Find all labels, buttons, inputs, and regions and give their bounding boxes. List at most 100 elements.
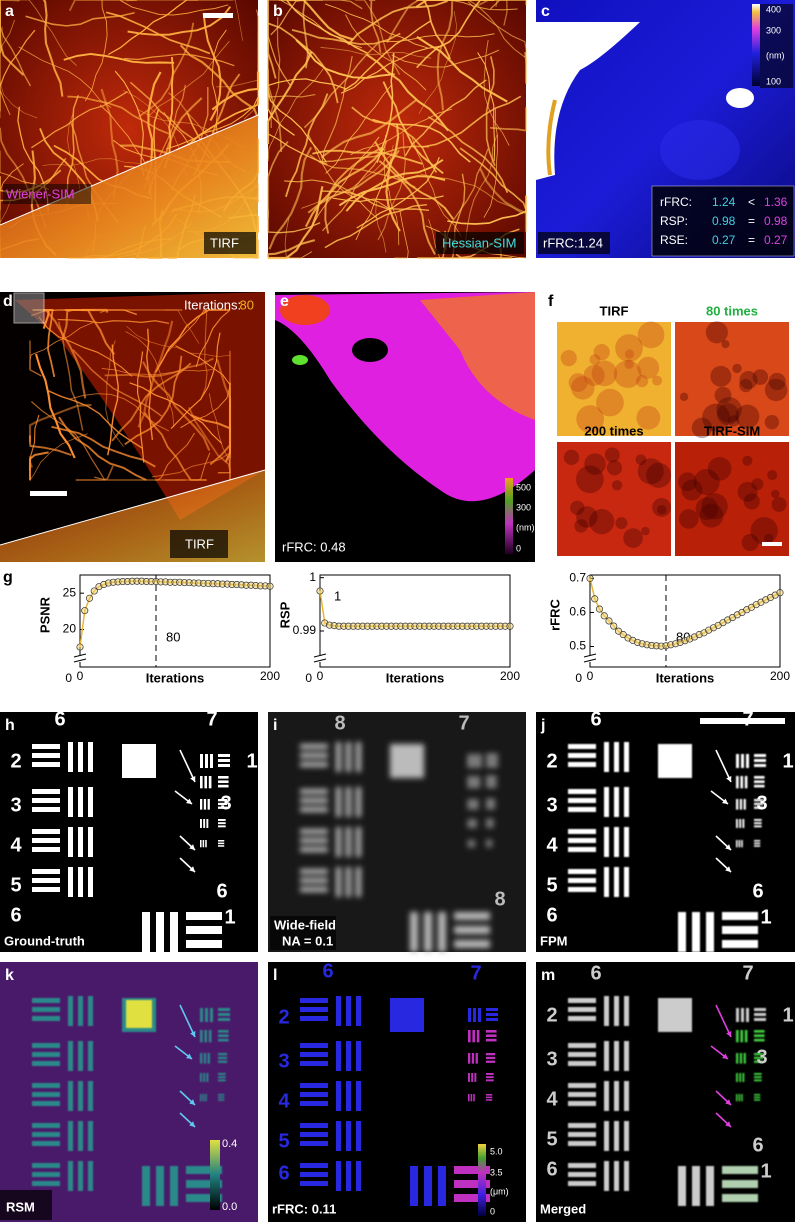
- arrow-head: [722, 798, 728, 804]
- colorbar-label: (nm): [516, 522, 535, 532]
- filament: [307, 133, 378, 220]
- target-digit: 7: [458, 712, 469, 734]
- data-point: [600, 612, 608, 620]
- blob: [726, 88, 754, 108]
- target-bar: [218, 1030, 229, 1033]
- texture: [615, 517, 628, 530]
- target-bar: [200, 1073, 202, 1082]
- tile: [557, 442, 671, 556]
- table-cell: 0.27: [764, 233, 788, 247]
- target-bar: [472, 1030, 476, 1043]
- filament: [0, 19, 15, 118]
- target-bar: [454, 1166, 490, 1174]
- filament: [321, 55, 353, 164]
- panel-label: h: [5, 717, 15, 734]
- target-bar: [614, 787, 619, 817]
- texture: [728, 415, 740, 427]
- target-bar: [205, 1008, 208, 1022]
- filament: [48, 390, 144, 450]
- filament: [0, 29, 36, 112]
- target-digit: 3: [546, 794, 557, 816]
- target-bar: [468, 776, 471, 789]
- target-bar: [486, 1034, 497, 1038]
- target-bar: [356, 1121, 361, 1151]
- target-bar: [754, 1099, 761, 1101]
- panel-label: d: [3, 293, 13, 310]
- filament: [447, 195, 527, 225]
- target-bar: [32, 1083, 60, 1088]
- text-bg: [170, 530, 228, 558]
- filament: [356, 156, 440, 229]
- target-bar: [204, 776, 208, 789]
- target-bar: [754, 842, 761, 845]
- target-digit: 1: [246, 750, 257, 772]
- y-tick-label: 0.7: [569, 571, 586, 585]
- target-digit: 4: [278, 1090, 290, 1112]
- target-bar: [692, 1166, 700, 1206]
- table-cell: =: [748, 214, 755, 228]
- target-bar: [300, 798, 328, 803]
- texture: [721, 340, 730, 349]
- filament: [376, 52, 395, 163]
- texture: [641, 526, 650, 536]
- filament: [165, 96, 259, 150]
- target-bar: [336, 1041, 341, 1071]
- target-bar: [205, 754, 208, 768]
- texture: [604, 447, 620, 463]
- filament: [449, 0, 526, 58]
- target-bar: [486, 784, 497, 788]
- target-bar: [568, 1092, 596, 1097]
- target-bar: [614, 1121, 619, 1151]
- texture: [771, 489, 780, 499]
- target: [300, 742, 498, 952]
- target-bar: [604, 996, 609, 1026]
- target-bar: [474, 819, 477, 828]
- target-bar: [471, 799, 475, 810]
- target-bar: [210, 754, 213, 768]
- target-bar: [78, 1041, 83, 1071]
- target-bar: [438, 1166, 446, 1206]
- texture: [576, 465, 604, 494]
- target-bar: [300, 1061, 328, 1066]
- target-bar: [32, 762, 60, 767]
- texture: [702, 403, 731, 432]
- table-cell: RSE:: [660, 233, 688, 247]
- filament: [411, 137, 462, 237]
- target-bar: [346, 1081, 351, 1111]
- target-bar: [88, 742, 93, 772]
- divider: [0, 114, 259, 226]
- filament: [455, 253, 513, 259]
- target-bar: [736, 1073, 738, 1082]
- target-bar: [739, 1073, 742, 1082]
- break-mark: [313, 653, 327, 658]
- target-bar: [624, 742, 629, 772]
- y-tick-label: 1: [309, 570, 316, 584]
- target-bar: [475, 799, 478, 810]
- target-bar: [754, 825, 762, 828]
- texture: [571, 376, 595, 400]
- arrow-head: [190, 776, 196, 782]
- target-bar: [202, 1094, 205, 1102]
- target-bar: [346, 867, 351, 897]
- target-bar: [568, 744, 596, 749]
- target-bar: [740, 776, 744, 789]
- texture: [771, 496, 787, 512]
- colorbar-bg: [760, 4, 793, 88]
- target-digit: 6: [10, 904, 21, 926]
- texture: [606, 460, 623, 476]
- target-bar: [754, 759, 766, 762]
- panel-label: b: [273, 3, 283, 20]
- scale-bar: [30, 491, 67, 496]
- label: rFRC:1.24: [543, 235, 603, 250]
- target-bar: [722, 926, 758, 934]
- target-bar: [300, 753, 328, 758]
- target-bar: [754, 1076, 762, 1079]
- texture: [752, 369, 769, 385]
- target-bar: [486, 780, 497, 784]
- target-bar: [486, 1094, 493, 1096]
- text-bg: [204, 232, 256, 254]
- target-bar: [186, 940, 222, 948]
- target-bar: [32, 878, 60, 883]
- target-bar: [32, 1101, 60, 1106]
- target-bar: [568, 847, 596, 852]
